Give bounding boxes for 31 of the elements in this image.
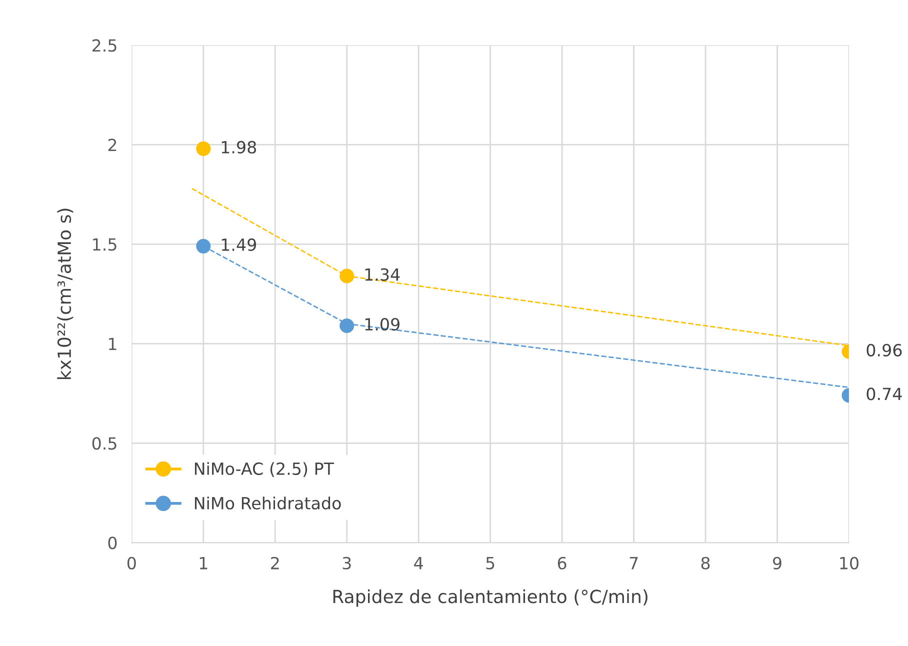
y-tick-label: 1 <box>109 338 116 350</box>
x-tick-label: 4 <box>414 557 423 570</box>
data-label: 1.09 <box>365 318 400 331</box>
y-tick-label: 1.5 <box>93 238 116 251</box>
y-tick-label: 2 <box>108 138 116 152</box>
legend-label: NiMo Rehidratado <box>194 496 341 510</box>
x-tick-label: 10 <box>840 556 858 570</box>
x-tick-label: 3 <box>342 556 351 570</box>
legend-label: NiMo-AC (2.5) PT <box>194 462 334 477</box>
data-label: 1.34 <box>365 268 400 281</box>
x-tick-label: 6 <box>558 556 566 570</box>
x-tick-label: 7 <box>630 557 638 570</box>
data-label: 1.49 <box>222 238 256 252</box>
x-tick-label: 8 <box>701 556 710 570</box>
x-tick-label: 9 <box>772 556 782 570</box>
point <box>196 141 211 156</box>
point <box>340 318 354 334</box>
y-tick-label: 0 <box>108 536 117 550</box>
y-tick-label: 0.5 <box>92 437 116 450</box>
data-label: 1.98 <box>222 140 256 154</box>
x-tick-label: 1 <box>200 557 208 570</box>
point <box>340 268 354 284</box>
point <box>196 238 211 254</box>
x-tick-label: 5 <box>486 557 494 570</box>
data-label: 0.96 <box>866 344 902 356</box>
data-label: 0.74 <box>866 388 902 400</box>
x-tick-label: 0 <box>127 556 136 570</box>
y-axis-title: kx10²²(cm³/atMo s) <box>57 208 74 380</box>
y-tick-label: 2.5 <box>92 39 116 52</box>
x-tick-label: 2 <box>271 556 279 570</box>
x-axis-title: Rapidez de calentamiento (°C/min) <box>333 589 648 607</box>
